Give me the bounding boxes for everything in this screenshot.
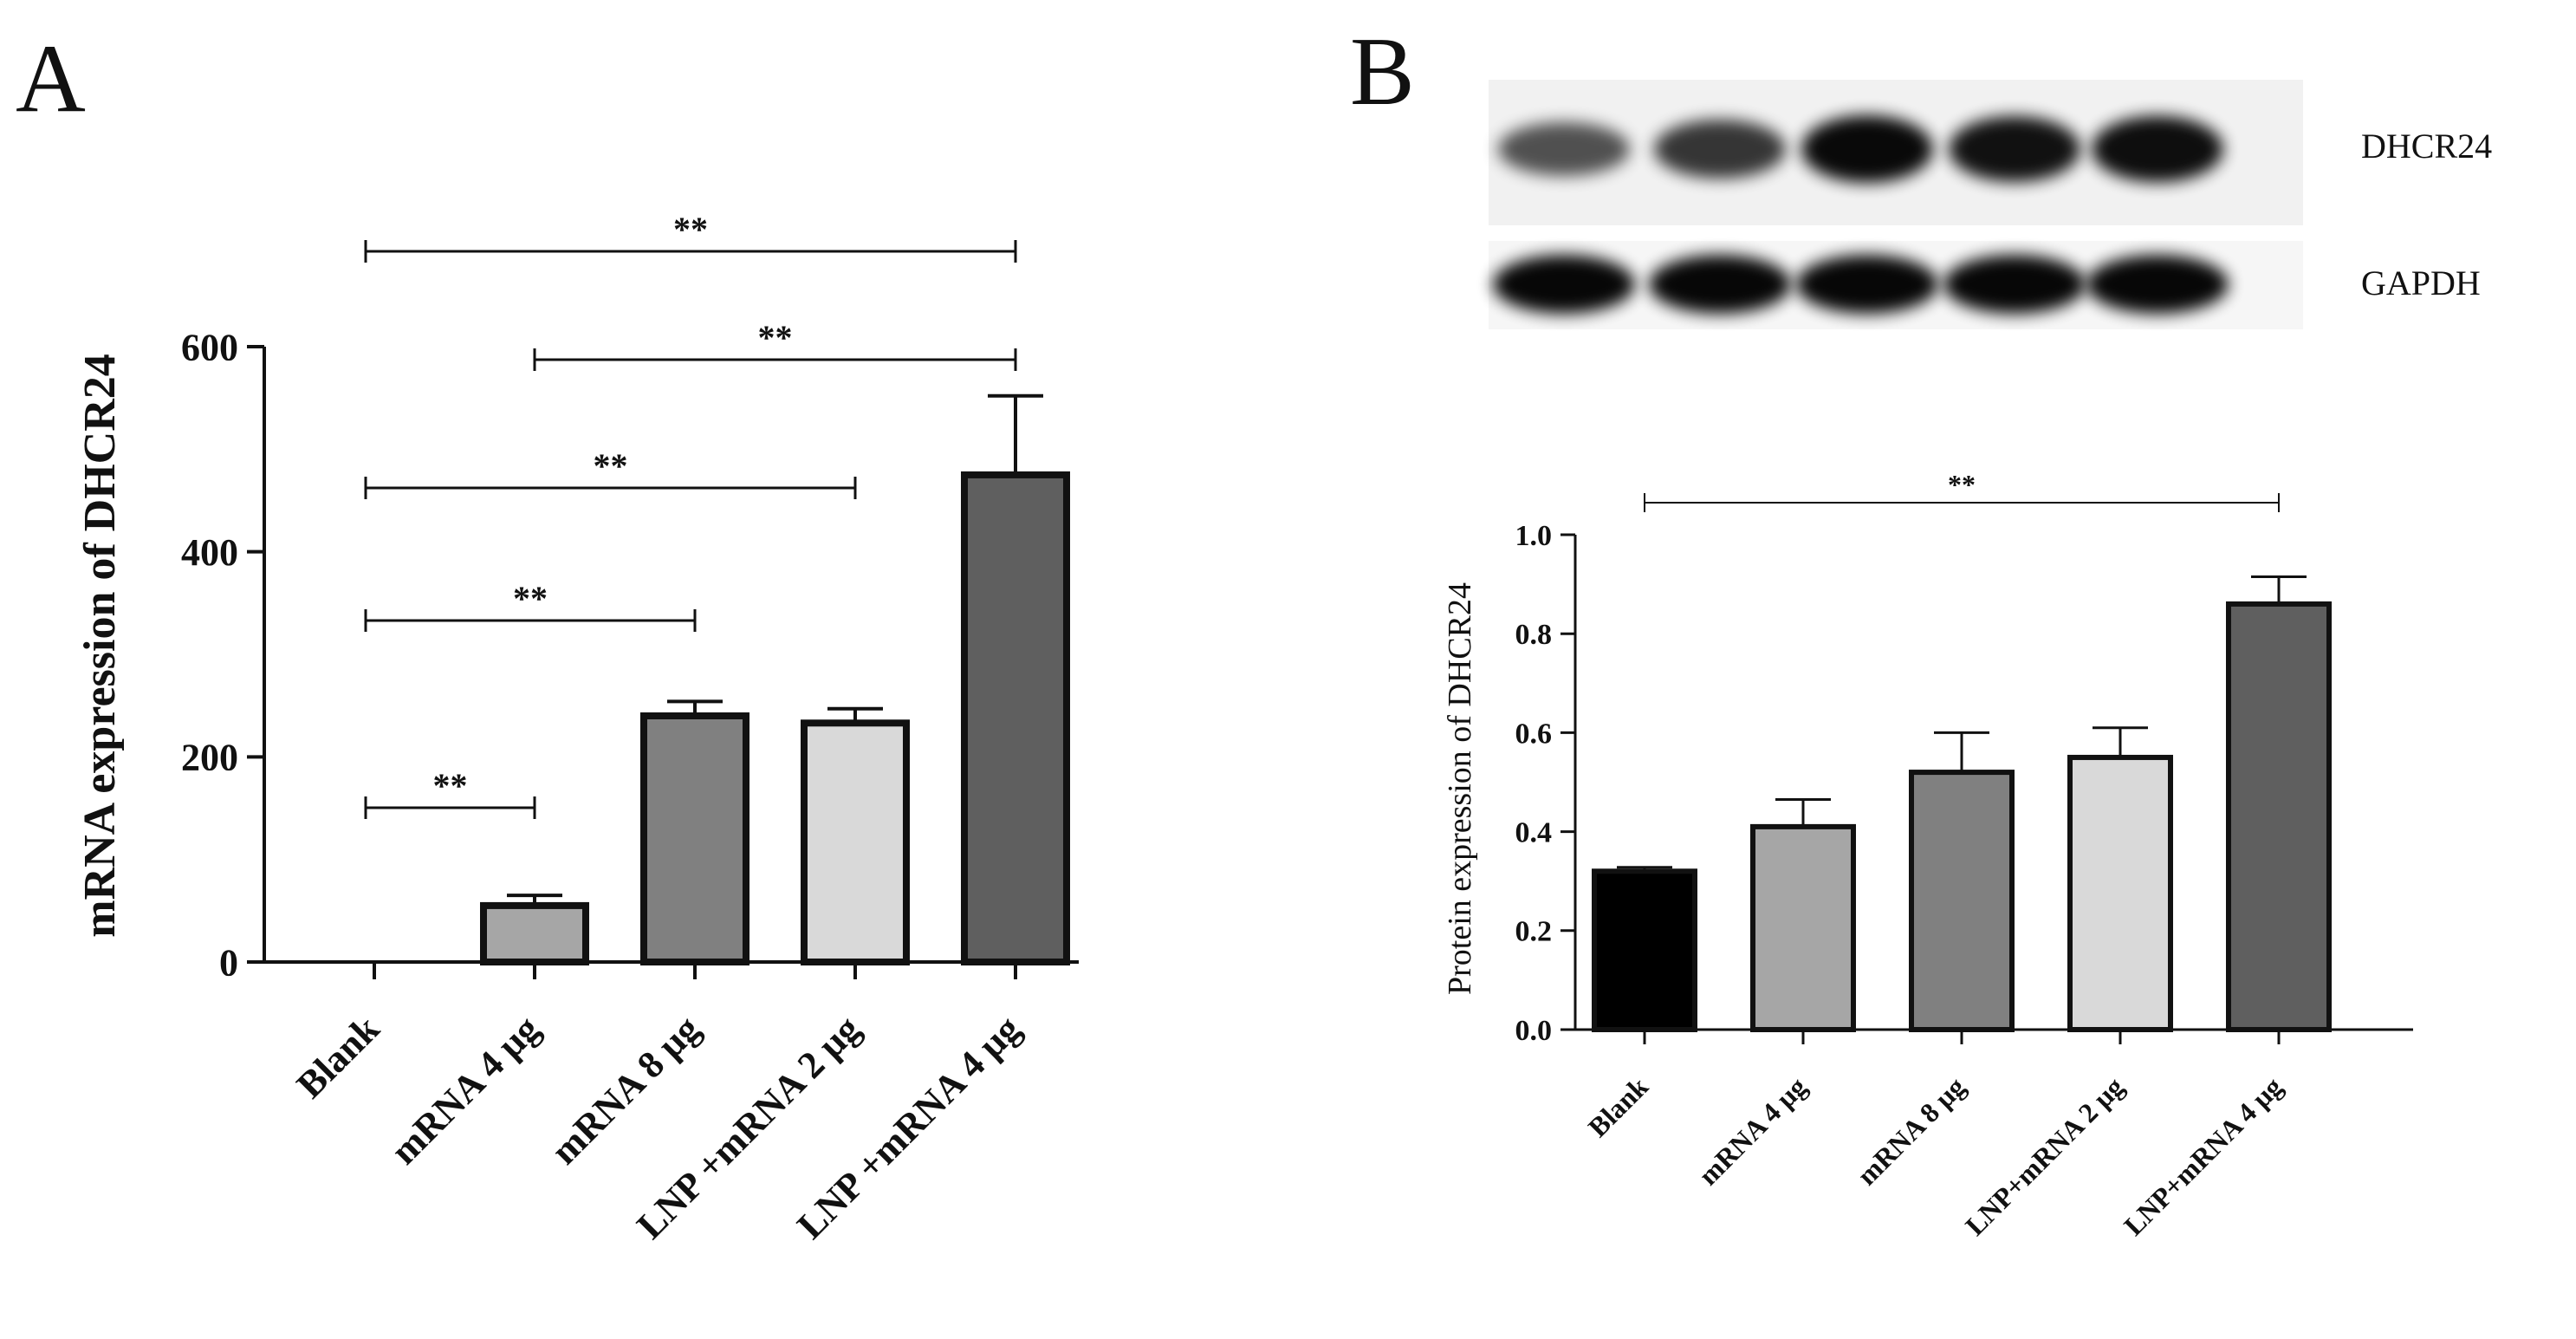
chart-b-ylabel: Protein expression of DHCR24 xyxy=(1442,582,1478,995)
blot-band-dhcr24 xyxy=(2092,115,2223,183)
chart-b-bar xyxy=(2226,601,2332,1032)
chart-b-category-label: Blank xyxy=(1582,1070,1654,1142)
chart-a-significance-label: ** xyxy=(758,318,793,357)
chart-b-ytick-label: 0.4 xyxy=(1515,817,1553,849)
chart-a-bar xyxy=(480,901,589,965)
blot-band-dhcr24 xyxy=(1949,116,2080,182)
chart-a-significance-label: ** xyxy=(433,766,468,805)
chart-b-ytick-label: 1.0 xyxy=(1515,520,1553,552)
chart-a-significance-label: ** xyxy=(594,446,628,485)
chart-b-category-label: LNP+mRNA 4 μg xyxy=(2118,1070,2288,1241)
western-blot: DHCR24 GAPDH xyxy=(1489,80,2492,329)
chart-a-category-label: mRNA 4 μg xyxy=(383,1007,548,1173)
blot-band-gapdh xyxy=(1796,255,1938,314)
chart-a-significance-label: ** xyxy=(673,210,708,249)
chart-a-ytick-label: 200 xyxy=(181,737,238,779)
chart-a-bar xyxy=(640,712,749,965)
chart-a-bar xyxy=(801,719,910,965)
chart-b: Protein expression of DHCR24 0.0 0.2 0.4 0.… xyxy=(1442,469,2413,1241)
chart-a-ytick-label: 600 xyxy=(181,326,238,368)
blot-band-gapdh xyxy=(2086,255,2229,314)
panel-letter-b: B xyxy=(1350,18,1415,126)
chart-b-bar xyxy=(1750,823,1856,1033)
chart-b-bar xyxy=(1592,868,1697,1033)
chart-a-ytick-label: 400 xyxy=(181,531,238,574)
chart-b-bar xyxy=(2067,754,2173,1032)
chart-b-ytick-label: 0.8 xyxy=(1515,619,1553,651)
chart-b-category-label: mRNA 8 μg xyxy=(1851,1070,1971,1191)
chart-b-significance-label: ** xyxy=(1948,469,1976,500)
chart-b-ytick-label: 0.2 xyxy=(1515,916,1553,948)
blot-band-dhcr24 xyxy=(1801,115,1933,183)
chart-a: mRNA expression of DHCR24 0 200 400 600 Blan… xyxy=(75,210,1079,1247)
blot-band-gapdh xyxy=(1943,255,2086,314)
chart-b-ytick-label: 0.0 xyxy=(1515,1015,1553,1047)
blot-band-dhcr24 xyxy=(1498,122,1630,176)
chart-a-category-label: mRNA 8 μg xyxy=(543,1007,709,1173)
blot-band-gapdh xyxy=(1649,255,1791,314)
chart-b-category-label: LNP+mRNA 2 μg xyxy=(1959,1070,2130,1241)
blot-band-gapdh xyxy=(1493,255,1635,314)
chart-b-category-label: mRNA 4 μg xyxy=(1692,1070,1813,1191)
blot-label-dhcr24: DHCR24 xyxy=(2361,127,2492,166)
chart-a-ylabel: mRNA expression of DHCR24 xyxy=(75,354,125,938)
blot-band-dhcr24 xyxy=(1654,120,1786,179)
chart-a-category-label: Blank xyxy=(289,1007,388,1107)
chart-b-ytick-label: 0.6 xyxy=(1515,718,1553,750)
chart-b-bar xyxy=(1909,770,2015,1033)
chart-a-bar xyxy=(961,471,1070,965)
chart-a-significance-label: ** xyxy=(513,579,548,618)
blot-label-gapdh: GAPDH xyxy=(2361,263,2481,302)
panel-letter-a: A xyxy=(16,25,86,133)
chart-a-ytick-label: 0 xyxy=(219,941,238,984)
